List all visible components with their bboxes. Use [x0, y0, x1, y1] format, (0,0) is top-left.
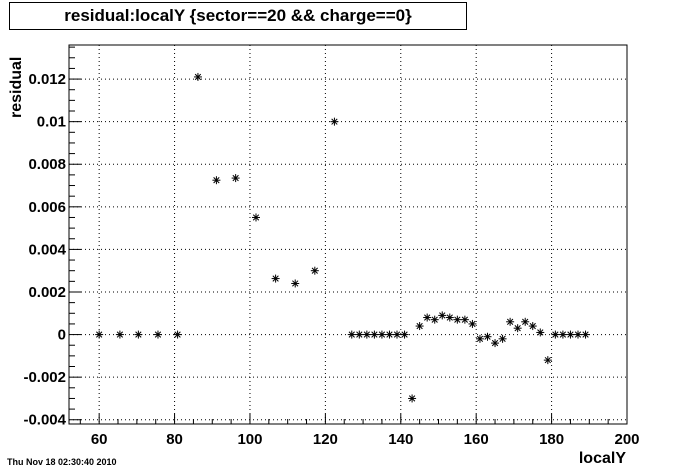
data-point — [408, 394, 417, 403]
data-point — [558, 330, 567, 339]
data-point — [310, 266, 319, 275]
y-tick-label: 0.012 — [28, 71, 66, 88]
data-point — [483, 332, 492, 341]
x-tick-label: 160 — [464, 431, 489, 448]
data-point — [173, 330, 182, 339]
x-tick-label: 60 — [91, 431, 108, 448]
data-point — [370, 330, 379, 339]
data-point — [536, 328, 545, 337]
data-point — [475, 334, 484, 343]
data-point — [430, 315, 439, 324]
data-point — [134, 330, 143, 339]
x-tick-label: 180 — [539, 431, 564, 448]
data-point — [385, 330, 394, 339]
data-point — [468, 319, 477, 328]
x-tick-label: 80 — [166, 431, 183, 448]
data-point — [460, 315, 469, 324]
data-points — [95, 72, 590, 403]
y-axis-label: residual — [8, 56, 25, 118]
data-point — [252, 213, 261, 222]
data-point — [528, 322, 537, 331]
data-point — [400, 330, 409, 339]
data-point — [95, 330, 104, 339]
y-tick-label: 0.01 — [37, 114, 66, 131]
chart-title: residual:localY {sector==20 && charge==0… — [64, 6, 412, 25]
data-point — [193, 72, 202, 81]
y-tick-label: -0.004 — [23, 412, 66, 429]
data-point — [377, 330, 386, 339]
y-tick-label: 0.008 — [28, 156, 66, 173]
axis-ticks — [69, 46, 628, 424]
data-point — [362, 330, 371, 339]
y-tick-label: 0.004 — [28, 241, 66, 258]
x-tick-label: 120 — [313, 431, 338, 448]
data-point — [271, 274, 280, 283]
data-point — [543, 356, 552, 365]
data-point — [551, 330, 560, 339]
data-point — [453, 315, 462, 324]
x-axis-label: localY — [578, 450, 626, 467]
grid-lines — [69, 45, 627, 424]
y-tick-labels: -0.004 -0.002 0 0.002 0.004 0.006 0.008 0.01 0.0… — [23, 71, 66, 429]
data-point — [231, 174, 240, 183]
x-tick-labels: 60 80 100 120 140 160 180 200 — [91, 431, 640, 448]
data-point — [212, 176, 221, 185]
data-point — [330, 117, 339, 126]
data-point — [355, 330, 364, 339]
x-tick-label: 100 — [237, 431, 262, 448]
data-point — [521, 317, 530, 326]
data-point — [506, 317, 515, 326]
data-point — [153, 330, 162, 339]
data-point — [115, 330, 124, 339]
timestamp: Thu Nov 18 02:30:40 2010 — [7, 457, 117, 467]
data-point — [415, 322, 424, 331]
data-point — [438, 311, 447, 320]
x-tick-label: 140 — [388, 431, 413, 448]
data-point — [513, 324, 522, 333]
data-point — [581, 330, 590, 339]
data-point — [498, 334, 507, 343]
data-point — [491, 339, 500, 348]
data-point — [347, 330, 356, 339]
data-point — [445, 313, 454, 322]
x-tick-label: 200 — [614, 431, 639, 448]
y-tick-label: -0.002 — [23, 369, 66, 386]
data-point — [393, 330, 402, 339]
plot-frame — [68, 44, 628, 425]
data-point — [291, 279, 300, 288]
chart-title-box: residual:localY {sector==20 && charge==0… — [9, 2, 467, 30]
y-tick-label: 0.002 — [28, 284, 66, 301]
data-point — [573, 330, 582, 339]
data-point — [566, 330, 575, 339]
y-tick-label: 0 — [58, 327, 66, 344]
data-point — [423, 313, 432, 322]
y-tick-label: 0.006 — [28, 199, 66, 216]
